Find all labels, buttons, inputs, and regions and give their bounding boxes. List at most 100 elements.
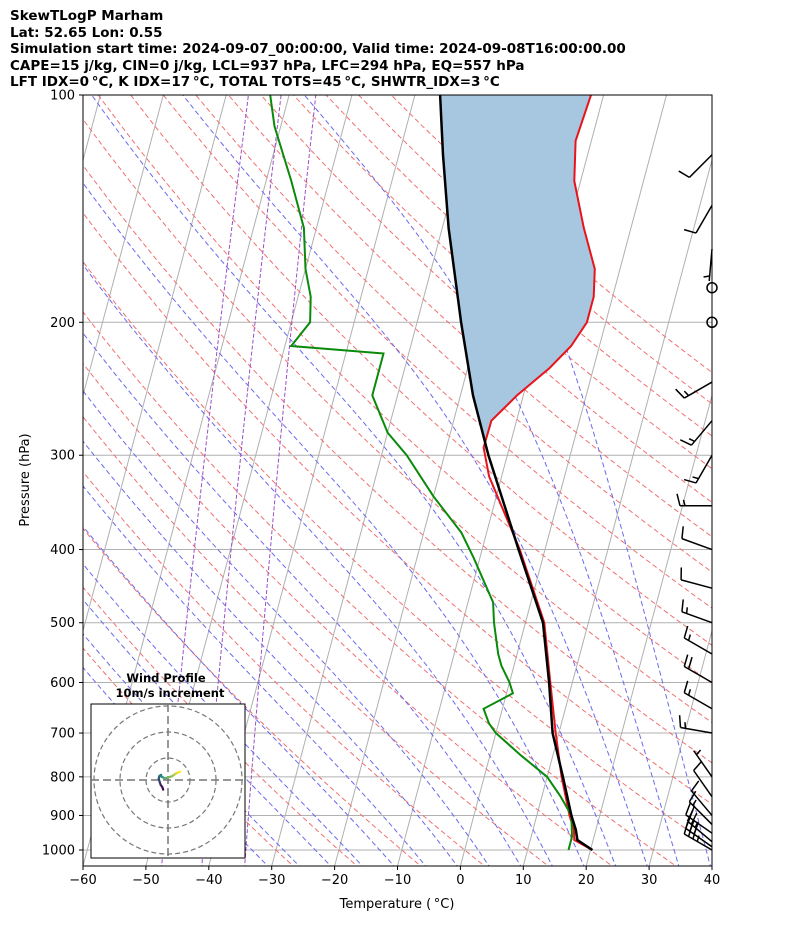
barb-staff (688, 154, 713, 178)
wind-barb (683, 654, 713, 684)
parcel-line (438, 95, 594, 852)
isotherm-line (83, 95, 227, 633)
barb-flag (688, 790, 697, 803)
x-tick-label: 40 (704, 873, 721, 888)
moist-adiabat-line (83, 182, 585, 866)
barb-half-flag (692, 476, 699, 480)
barb-half-flag (688, 437, 695, 443)
barb-half-flag (682, 499, 686, 506)
x-tick-label: −40 (195, 873, 222, 888)
barb-staff (695, 204, 713, 234)
barb-flag (683, 478, 697, 484)
wind-barb (685, 803, 713, 834)
barb-flag (678, 170, 690, 179)
y-tick-label: 100 (50, 89, 75, 104)
title-latlon: Lat: 52.65 Lon: 0.55 (10, 24, 163, 41)
wind-barb (680, 567, 713, 589)
wind-barb (693, 760, 713, 798)
y-tick-label: 700 (50, 727, 75, 742)
hodograph-segment (177, 770, 182, 774)
dewpoint-line (269, 95, 574, 851)
barb-flag (683, 625, 689, 639)
wind-barb (683, 454, 713, 484)
barb-staff (683, 692, 713, 710)
title-times: Simulation start time: 2024-09-07_00:00:… (10, 41, 626, 58)
calm-circle (706, 281, 718, 294)
barb-half-flag (687, 689, 692, 696)
moist-adiabat-line (83, 440, 458, 866)
barb-staff (687, 820, 713, 843)
isotherm-line (774, 78, 794, 869)
moist-adiabat-line (83, 332, 522, 866)
hodograph-subtitle: 10m/s increment (116, 686, 225, 700)
dry-adiabat-line (260, 95, 712, 503)
calm-circle (706, 316, 718, 329)
barb-flag (681, 599, 684, 612)
barb-flag (693, 760, 703, 771)
y-tick-label: 800 (50, 770, 75, 785)
dry-adiabat-line (83, 647, 294, 866)
mixing-ratio-line (244, 95, 317, 866)
barb-staff (688, 801, 713, 825)
moist-adiabat-line (182, 95, 648, 866)
wind-barb (690, 780, 713, 816)
moist-adiabat-line (83, 563, 363, 866)
barb-half-flag (687, 634, 692, 641)
x-tick-label: 10 (515, 873, 532, 888)
barb-staff (708, 249, 713, 282)
mixing-ratio-line (201, 95, 282, 866)
dry-adiabat-line (83, 164, 712, 764)
isotherm-line (459, 95, 668, 866)
wind-barb (675, 381, 713, 399)
isotherm-line (711, 864, 712, 866)
barb-staff (690, 790, 713, 816)
dry-adiabat-line (83, 416, 550, 866)
barb-staff (693, 750, 713, 778)
y-tick-label: 900 (50, 809, 75, 824)
barb-half-flag (695, 749, 702, 756)
dry-adiabat-line (293, 95, 712, 470)
barb-staff (683, 637, 713, 655)
barb-staff (693, 770, 713, 798)
y-tick-label: 300 (50, 449, 75, 464)
wind-barb (703, 249, 713, 282)
barb-half-flag (685, 607, 689, 614)
barb-staff (683, 381, 713, 399)
barb-flag (675, 388, 685, 399)
dry-adiabat-line (97, 95, 712, 685)
profile-layer (269, 95, 596, 852)
barb-flag (689, 805, 696, 818)
barb-staff (685, 814, 713, 834)
dry-adiabat-line (83, 471, 486, 866)
moist-adiabat-line (83, 264, 553, 866)
barb-half-flag (692, 799, 697, 806)
dry-adiabat-line (83, 311, 677, 866)
title-cape: CAPE=15 j/kg, CIN=0 j/kg, LCL=937 hPa, L… (10, 57, 525, 74)
wind-barbs (675, 154, 718, 851)
barb-flag (690, 812, 698, 825)
x-tick-label: 20 (578, 873, 595, 888)
isotherm-line (522, 158, 712, 866)
x-tick-label: 30 (641, 873, 658, 888)
x-tick-label: 0 (456, 873, 464, 888)
y-tick-label: 600 (50, 676, 75, 691)
temperature-line (482, 95, 596, 851)
barb-flag (687, 656, 693, 670)
moist-adiabat-line (83, 390, 490, 866)
barb-staff (680, 726, 713, 734)
dry-adiabat-line (83, 527, 422, 866)
dry-adiabat-line (83, 212, 712, 805)
moist-adiabat-line (83, 485, 427, 866)
barb-flag (676, 493, 681, 506)
dry-adiabat-line (83, 586, 358, 866)
x-tick-label: −20 (321, 873, 348, 888)
wind-barb (681, 599, 713, 624)
isotherm-line (648, 628, 712, 866)
barb-flag (683, 680, 689, 693)
x-axis-label: Temperature ( °C) (339, 897, 455, 912)
wind-barb (683, 680, 713, 710)
barb-staff (695, 454, 713, 484)
barb-flag (683, 654, 689, 667)
wind-barb (688, 790, 713, 825)
title-station: SkewTLogP Marham (10, 8, 164, 24)
